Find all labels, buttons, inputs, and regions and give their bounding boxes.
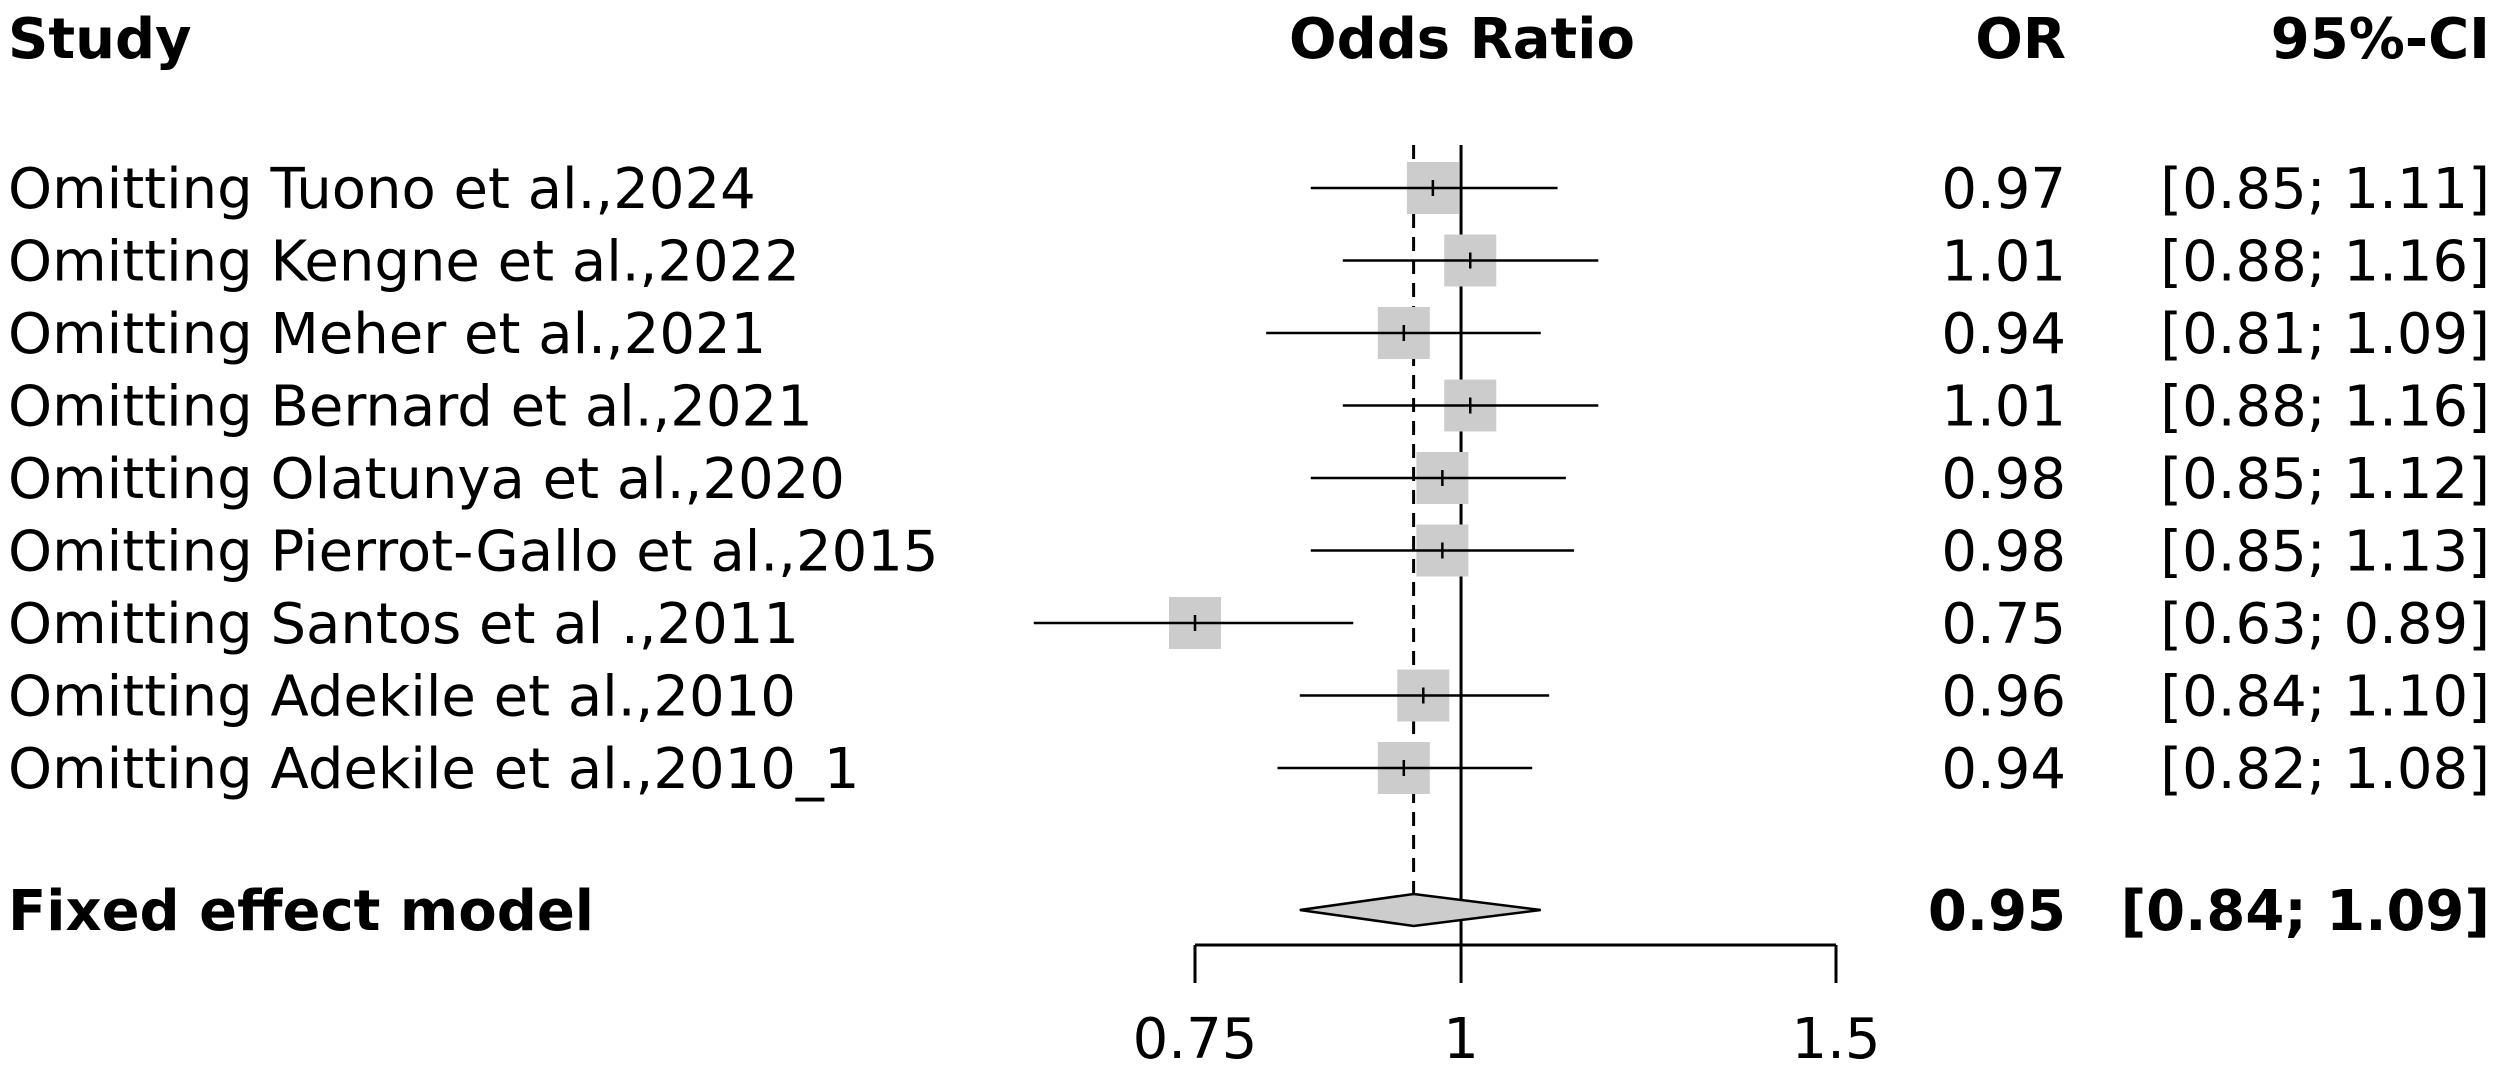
study-row: Omitting Olatunya et al.,2020 0.98 [0.85; … bbox=[8, 447, 2490, 512]
study-row: Omitting Santos et al .,2011 0.75 [0.63; 0… bbox=[8, 592, 2490, 657]
study-or-value: 0.98 bbox=[1941, 447, 2066, 512]
study-label: Omitting Adekile et al.,2010 bbox=[8, 665, 796, 730]
study-label: Omitting Tuono et al.,2024 bbox=[8, 157, 756, 222]
study-ci-value: [0.85; 1.12] bbox=[2160, 447, 2490, 512]
pooled-diamond bbox=[1299, 892, 1541, 928]
study-or-value: 0.96 bbox=[1941, 665, 2066, 730]
study-or-value: 0.97 bbox=[1941, 157, 2066, 222]
study-label: Omitting Bernard et al.,2021 bbox=[8, 375, 813, 440]
study-row: Omitting Bernard et al.,2021 1.01 [0.88; 1… bbox=[8, 375, 2490, 440]
header-odds-ratio: Odds Ratio bbox=[1289, 7, 1635, 72]
study-row: Omitting Kengne et al.,2022 1.01 [0.88; 1.… bbox=[8, 230, 2490, 295]
study-ci-value: [0.81; 1.09] bbox=[2160, 302, 2490, 367]
study-ci-value: [0.85; 1.11] bbox=[2160, 157, 2490, 222]
study-label: Omitting Pierrot-Gallo et al.,2015 bbox=[8, 520, 938, 585]
study-ci-value: [0.85; 1.13] bbox=[2160, 520, 2490, 585]
study-label: Omitting Meher et al.,2021 bbox=[8, 302, 766, 367]
study-row: Omitting Adekile et al.,2010_1 0.94 [0.82;… bbox=[8, 737, 2490, 802]
study-or-value: 0.98 bbox=[1941, 520, 2066, 585]
study-label: Omitting Santos et al .,2011 bbox=[8, 592, 799, 657]
x-axis-tick-label: 0.75 bbox=[1133, 1007, 1258, 1072]
study-row: Omitting Meher et al.,2021 0.94 [0.81; 1.0… bbox=[8, 302, 2490, 367]
pooled-row: Fixed effect model 0.95 [0.84; 1.09] bbox=[8, 879, 2490, 944]
pooled-ci-value: [0.84; 1.09] bbox=[2121, 879, 2490, 944]
study-rows: Omitting Tuono et al.,2024 0.97 [0.85; 1.1… bbox=[8, 157, 2490, 802]
study-label: Omitting Adekile et al.,2010_1 bbox=[8, 737, 859, 802]
study-ci-value: [0.82; 1.08] bbox=[2160, 737, 2490, 802]
study-ci-value: [0.84; 1.10] bbox=[2160, 665, 2490, 730]
header-ci: 95%-CI bbox=[2271, 7, 2490, 72]
study-or-value: 1.01 bbox=[1941, 375, 2066, 440]
study-or-value: 0.94 bbox=[1941, 302, 2066, 367]
study-or-value: 0.75 bbox=[1941, 592, 2066, 657]
study-ci-value: [0.88; 1.16] bbox=[2160, 230, 2490, 295]
x-axis: 0.75 1 1.5 bbox=[1133, 943, 1881, 1072]
study-or-value: 0.94 bbox=[1941, 737, 2066, 802]
study-label: Omitting Kengne et al.,2022 bbox=[8, 230, 800, 295]
study-label: Omitting Olatunya et al.,2020 bbox=[8, 447, 845, 512]
header-study: Study bbox=[8, 7, 192, 72]
study-row: Omitting Adekile et al.,2010 0.96 [0.84; 1… bbox=[8, 665, 2490, 730]
x-axis-tick-label: 1 bbox=[1443, 1007, 1479, 1072]
study-ci-value: [0.88; 1.16] bbox=[2160, 375, 2490, 440]
study-or-value: 1.01 bbox=[1941, 230, 2066, 295]
header-or: OR bbox=[1975, 7, 2066, 72]
study-row: Omitting Pierrot-Gallo et al.,2015 0.98 [0… bbox=[8, 520, 2490, 585]
pooled-or-value: 0.95 bbox=[1928, 879, 2066, 944]
study-ci-value: [0.63; 0.89] bbox=[2160, 592, 2490, 657]
x-axis-tick-label: 1.5 bbox=[1791, 1007, 1880, 1072]
pooled-label: Fixed effect model bbox=[8, 879, 594, 944]
study-row: Omitting Tuono et al.,2024 0.97 [0.85; 1.1… bbox=[8, 157, 2490, 222]
